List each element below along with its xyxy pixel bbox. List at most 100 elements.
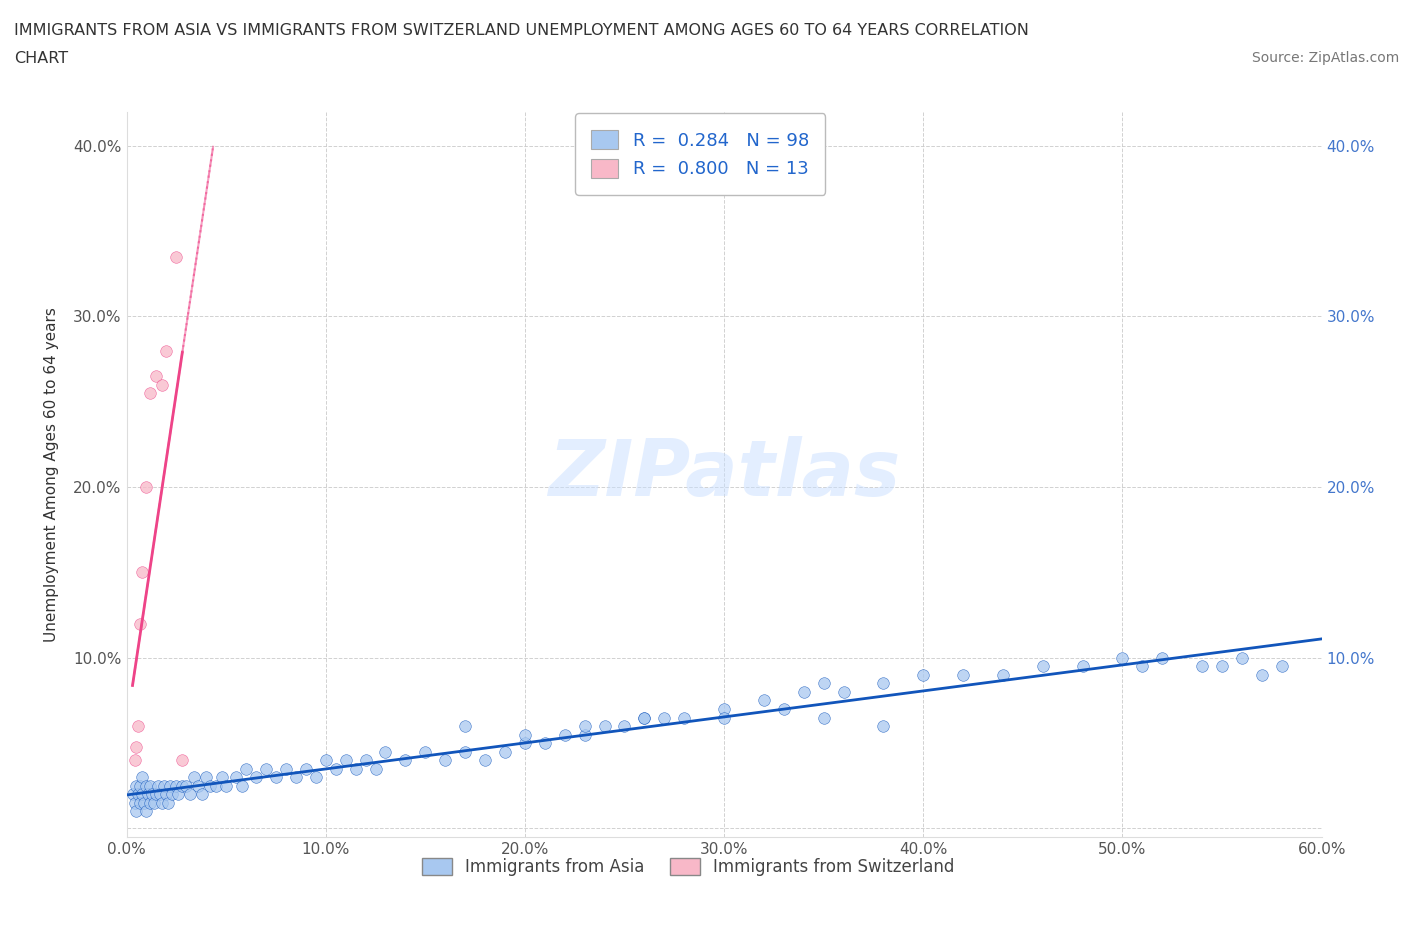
Point xyxy=(513,736,536,751)
Point xyxy=(215,778,238,793)
Point xyxy=(574,719,596,734)
Point xyxy=(183,770,205,785)
Point xyxy=(344,762,367,777)
Point xyxy=(231,778,253,793)
Point xyxy=(162,787,184,802)
Point xyxy=(793,684,815,699)
Point xyxy=(135,480,157,495)
Point xyxy=(294,762,316,777)
Point xyxy=(150,378,174,392)
Point xyxy=(121,842,143,857)
Point xyxy=(354,752,377,767)
Point xyxy=(652,711,675,725)
Point xyxy=(179,787,201,802)
Point xyxy=(254,762,277,777)
Point xyxy=(673,711,696,725)
Point xyxy=(225,770,247,785)
Point xyxy=(264,770,287,785)
Point xyxy=(172,778,194,793)
Point xyxy=(143,795,166,810)
Point xyxy=(153,778,176,793)
Point xyxy=(413,744,436,759)
Point xyxy=(174,778,197,793)
Point xyxy=(454,744,477,759)
Point xyxy=(374,744,396,759)
Point xyxy=(139,778,162,793)
Point xyxy=(205,778,228,793)
Point xyxy=(131,565,153,580)
Point xyxy=(191,787,214,802)
Point xyxy=(129,795,152,810)
Point xyxy=(1071,658,1094,673)
Point xyxy=(335,752,357,767)
Point xyxy=(325,762,347,777)
Point xyxy=(713,701,735,716)
Point xyxy=(773,701,796,716)
Point xyxy=(211,770,233,785)
Point xyxy=(1211,658,1233,673)
Point xyxy=(872,719,894,734)
Point xyxy=(139,386,162,401)
Point xyxy=(149,787,172,802)
Point xyxy=(1111,650,1133,665)
Point xyxy=(155,343,177,358)
Text: ZIPatlas: ZIPatlas xyxy=(548,436,900,512)
Point xyxy=(129,778,152,793)
Point xyxy=(274,762,297,777)
Point xyxy=(138,787,160,802)
Point xyxy=(713,711,735,725)
Point xyxy=(394,752,416,767)
Point xyxy=(813,676,835,691)
Point xyxy=(235,762,257,777)
Point xyxy=(150,795,174,810)
Point xyxy=(135,778,157,793)
Point xyxy=(1230,650,1253,665)
Point xyxy=(145,787,167,802)
Point xyxy=(145,368,167,383)
Legend: Immigrants from Asia, Immigrants from Switzerland: Immigrants from Asia, Immigrants from Sw… xyxy=(415,852,962,883)
Text: IMMIGRANTS FROM ASIA VS IMMIGRANTS FROM SWITZERLAND UNEMPLOYMENT AMONG AGES 60 T: IMMIGRANTS FROM ASIA VS IMMIGRANTS FROM … xyxy=(14,23,1029,38)
Point xyxy=(752,693,775,708)
Point xyxy=(364,762,387,777)
Point xyxy=(872,676,894,691)
Point xyxy=(284,770,307,785)
Point xyxy=(159,778,181,793)
Point xyxy=(912,668,935,683)
Point xyxy=(129,617,152,631)
Point xyxy=(165,249,187,264)
Point xyxy=(593,719,616,734)
Point xyxy=(1271,658,1294,673)
Point xyxy=(124,795,146,810)
Point xyxy=(157,795,180,810)
Point xyxy=(124,752,146,767)
Text: Source: ZipAtlas.com: Source: ZipAtlas.com xyxy=(1251,51,1399,65)
Point xyxy=(633,711,655,725)
Point xyxy=(513,727,536,742)
Point xyxy=(148,778,170,793)
Point xyxy=(245,770,267,785)
Point xyxy=(533,736,555,751)
Point xyxy=(195,770,218,785)
Point xyxy=(1152,650,1174,665)
Y-axis label: Unemployment Among Ages 60 to 64 years: Unemployment Among Ages 60 to 64 years xyxy=(45,307,59,642)
Point xyxy=(554,727,576,742)
Point xyxy=(1130,658,1153,673)
Point xyxy=(125,804,148,818)
Point xyxy=(1191,658,1213,673)
Point xyxy=(172,752,194,767)
Point xyxy=(454,719,477,734)
Point xyxy=(165,778,187,793)
Point xyxy=(167,787,190,802)
Point xyxy=(155,787,177,802)
Point xyxy=(813,711,835,725)
Point xyxy=(127,719,149,734)
Point xyxy=(200,778,222,793)
Point xyxy=(141,787,163,802)
Point xyxy=(139,795,162,810)
Point xyxy=(633,711,655,725)
Point xyxy=(135,804,157,818)
Point xyxy=(305,770,328,785)
Point xyxy=(832,684,855,699)
Point xyxy=(1250,668,1272,683)
Point xyxy=(125,778,148,793)
